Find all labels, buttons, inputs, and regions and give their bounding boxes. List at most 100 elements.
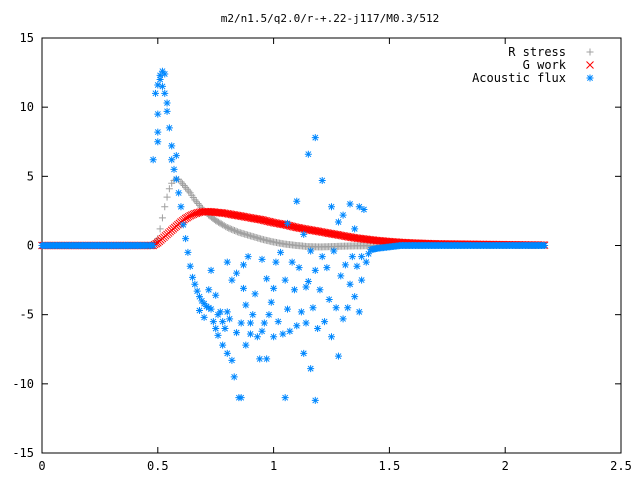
data-point [189, 273, 197, 281]
data-point [222, 223, 230, 231]
data-point [154, 81, 162, 89]
data-point [288, 258, 296, 266]
data-point [182, 183, 190, 191]
data-point [202, 302, 210, 310]
data-point [304, 277, 312, 285]
y-tick-label: 15 [20, 31, 34, 45]
data-point [341, 261, 349, 269]
data-point [283, 219, 291, 227]
data-point [362, 258, 370, 266]
data-point [290, 286, 298, 294]
data-point [231, 227, 239, 235]
data-point [200, 313, 208, 321]
data-point [217, 220, 225, 228]
data-point [207, 266, 215, 274]
data-point [334, 218, 342, 226]
data-point [360, 206, 368, 214]
data-point [265, 311, 273, 319]
data-point [177, 203, 185, 211]
data-point [172, 175, 180, 183]
series-r-stress [38, 175, 549, 251]
data-point [297, 308, 305, 316]
data-point [195, 201, 203, 209]
data-point [300, 230, 308, 238]
data-point [228, 225, 236, 233]
data-point [205, 304, 213, 312]
data-point [219, 318, 227, 326]
x-tick-label: 2.5 [610, 459, 632, 473]
data-point [193, 287, 201, 295]
data-point [288, 222, 297, 231]
data-point [258, 255, 266, 263]
data-point [223, 258, 231, 266]
data-point [216, 308, 224, 316]
y-tick-label: 0 [27, 239, 34, 253]
data-point [151, 89, 159, 97]
data-point [185, 187, 193, 195]
data-point [270, 284, 278, 292]
data-point [307, 247, 315, 255]
data-point [355, 308, 363, 316]
data-point [195, 293, 203, 301]
data-point [263, 217, 272, 226]
data-point [156, 225, 164, 233]
data-point [311, 266, 319, 274]
data-point [154, 138, 162, 146]
data-point [311, 134, 319, 142]
data-point [172, 152, 180, 160]
legend-marker [586, 48, 594, 56]
data-point [259, 216, 268, 225]
data-point [348, 253, 356, 261]
data-point [230, 373, 238, 381]
data-point [228, 356, 236, 364]
data-point [282, 221, 291, 229]
data-point [328, 203, 335, 211]
y-tick-label: 5 [27, 169, 34, 183]
data-point [156, 76, 164, 83]
data-point [323, 264, 331, 272]
data-point [163, 193, 171, 201]
data-point [195, 307, 203, 315]
data-point [192, 198, 200, 206]
axis-tick-labels: 0 0.5 1 1.5 2 2.5 15 10 5 0 -5 -10 -15 [12, 31, 632, 473]
data-marks [38, 67, 549, 404]
data-point [263, 355, 271, 363]
data-point [191, 280, 199, 288]
data-point [184, 248, 192, 256]
data-point [163, 107, 171, 115]
data-point [279, 330, 287, 338]
data-point [286, 327, 294, 335]
data-point [330, 247, 338, 255]
data-point [214, 331, 222, 339]
data-point [307, 365, 315, 373]
axis-ticks [41, 37, 622, 454]
y-tick-label: -15 [12, 446, 34, 460]
data-point [242, 341, 250, 349]
data-point [221, 325, 229, 332]
data-point [318, 176, 326, 184]
data-point [325, 295, 333, 303]
data-point [239, 284, 247, 292]
data-point [161, 70, 169, 78]
data-point [256, 355, 264, 363]
data-point [365, 250, 373, 258]
data-point [156, 71, 164, 79]
data-point [332, 304, 340, 312]
data-point [180, 182, 188, 190]
data-point [260, 319, 268, 327]
x-tick-label: 2 [502, 459, 509, 473]
data-point [344, 304, 352, 312]
data-point [295, 264, 303, 272]
data-point [163, 99, 171, 107]
data-point [149, 156, 157, 164]
data-point [249, 311, 257, 319]
data-point [244, 253, 252, 261]
data-point [212, 291, 220, 299]
data-point [274, 318, 282, 326]
legend-label: R stress [508, 45, 566, 59]
data-point [281, 276, 289, 284]
data-point [339, 211, 347, 219]
data-point [209, 318, 217, 326]
data-point [272, 258, 280, 266]
